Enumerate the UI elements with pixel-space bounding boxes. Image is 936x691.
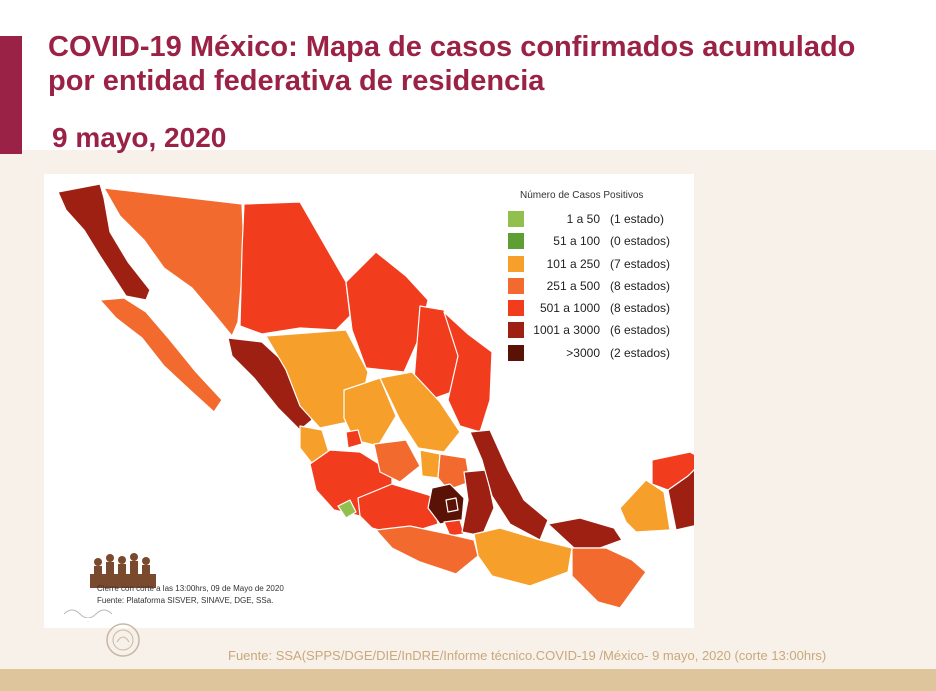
page-title: COVID-19 México: Mapa de casos confirmad… xyxy=(48,31,856,97)
state-ciudad-de-mexico xyxy=(445,497,459,513)
mexico-map xyxy=(57,183,694,609)
state-morelos xyxy=(443,519,465,537)
state-baja-california-sur xyxy=(99,297,223,413)
map-notes: Cierre con corte a las 13:00hrs, 09 de M… xyxy=(97,583,284,607)
government-seal-icon xyxy=(106,623,140,657)
state-baja-california xyxy=(57,183,151,301)
legend-item: 501 a 1000 (8 estados) xyxy=(500,300,700,322)
footer-source: Fuente: SSA(SPPS/DGE/DIE/InDRE/Informe t… xyxy=(228,648,827,663)
legend-range: 251 a 500 xyxy=(546,278,600,293)
heroes-illustration-icon xyxy=(90,553,156,588)
footer-band xyxy=(0,669,936,691)
legend-swatch xyxy=(508,277,524,294)
state-chihuahua xyxy=(239,201,351,335)
legend-count: (8 estados) xyxy=(610,301,671,316)
cutoff-note: Cierre con corte a las 13:00hrs, 09 de M… xyxy=(97,584,284,593)
map-panel xyxy=(44,174,694,628)
legend-swatch xyxy=(508,344,524,361)
small-source-note: Fuente: Plataforma SISVER, SINAVE, DGE, … xyxy=(97,596,274,605)
legend-range: 1001 a 3000 xyxy=(533,323,600,338)
state-estado-de-mexico xyxy=(427,483,465,525)
legend-item: 101 a 250 (7 estados) xyxy=(500,255,700,278)
legend-range: 1 a 50 xyxy=(566,212,600,226)
state-chiapas xyxy=(571,547,647,609)
legend-count: (0 estados) xyxy=(610,234,671,249)
state-colima xyxy=(337,499,357,519)
legend-title: Número de Casos Positivos xyxy=(520,190,644,201)
legend-count: (2 estados) xyxy=(610,345,671,360)
legend-swatch xyxy=(508,255,524,272)
legend-range: >3000 xyxy=(566,345,600,360)
legend-count: (6 estados) xyxy=(610,323,671,338)
state-aguascalientes xyxy=(345,429,363,449)
legend-item: >3000 (2 estados) xyxy=(500,344,700,367)
state-durango xyxy=(265,329,369,429)
title-accent-bar xyxy=(0,36,22,154)
legend-item: 1001 a 3000 (6 estados) xyxy=(500,322,700,344)
legend-count: (8 estados) xyxy=(610,278,671,293)
state-guanajuato xyxy=(373,439,421,483)
legend-item: 51 a 100 (0 estados) xyxy=(500,233,700,255)
legend-count: (1 estado) xyxy=(610,212,665,226)
legend-range: 51 a 100 xyxy=(553,234,600,249)
state-san-luis-potosi xyxy=(379,371,461,453)
legend-item: 251 a 500 (8 estados) xyxy=(500,277,700,300)
legend-item: 1 a 50 (1 estado) xyxy=(500,211,700,233)
legend-swatch xyxy=(508,322,524,339)
state-hidalgo xyxy=(437,453,471,491)
state-veracruz xyxy=(469,429,549,541)
state-quintana-roo xyxy=(667,469,694,531)
legend-swatch xyxy=(508,211,524,227)
state-campeche xyxy=(619,479,671,533)
legend-range: 101 a 250 xyxy=(546,256,600,271)
legend-swatch xyxy=(508,233,524,250)
legend-count: (7 estados) xyxy=(610,256,671,271)
state-oaxaca xyxy=(473,527,573,587)
report-date: 9 mayo, 2020 xyxy=(52,122,227,153)
state-tabasco xyxy=(547,517,623,549)
legend-swatch xyxy=(508,300,524,317)
legend-range: 501 a 1000 xyxy=(539,301,600,316)
decorative-lines-icon xyxy=(63,609,113,618)
state-queretaro xyxy=(419,449,441,479)
map-legend: Número de Casos Positivos 1 a 50 (1 estad… xyxy=(500,190,700,367)
